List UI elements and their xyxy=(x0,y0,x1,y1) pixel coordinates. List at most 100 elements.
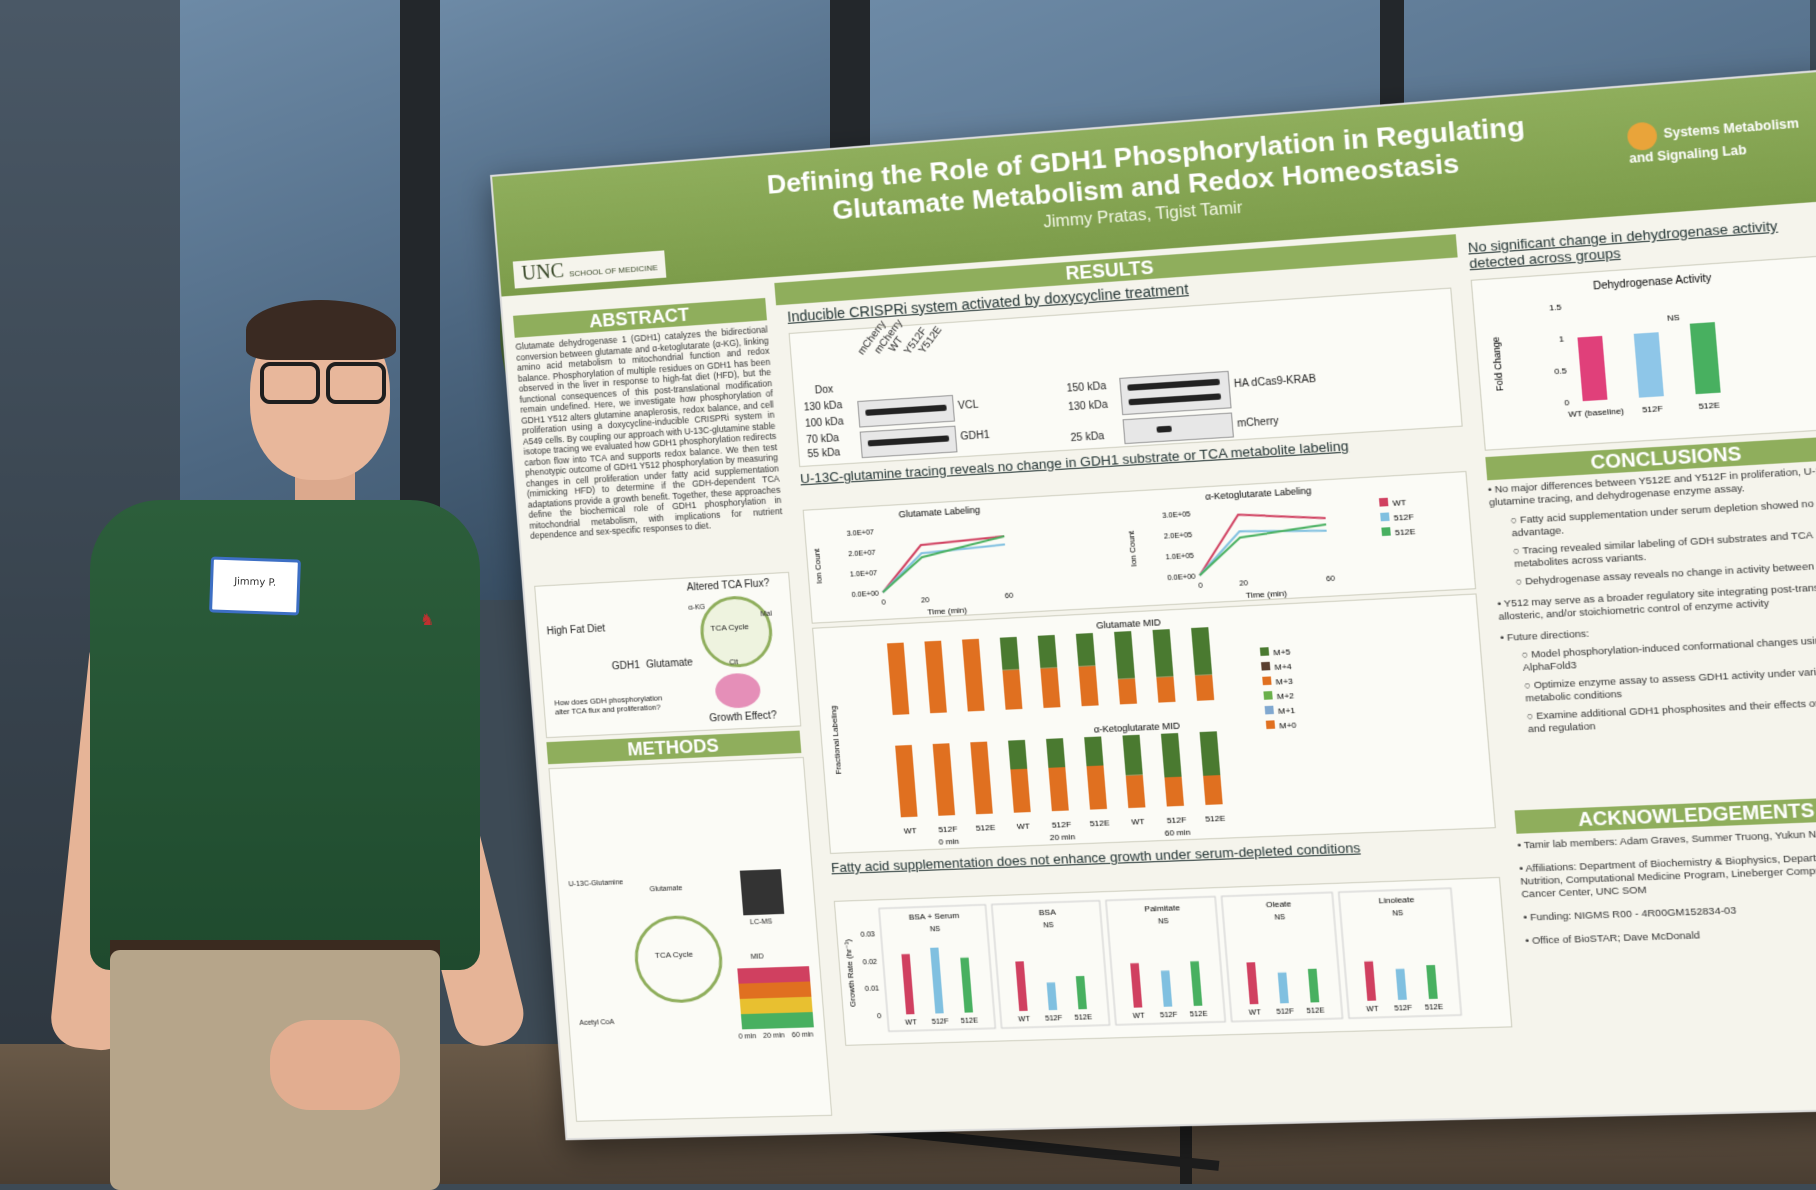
marker-label: 130 kDa xyxy=(1067,399,1109,414)
mid-charts: Glutamate MID α-Ketoglutarate MID Fraction… xyxy=(812,593,1496,854)
x-tick-label: WT xyxy=(1133,1013,1146,1021)
stacked-bar-segment xyxy=(895,744,918,818)
chart-title: Dehydrogenase Activity xyxy=(1593,273,1712,293)
y-tick-label: 1 xyxy=(1559,334,1565,344)
bar xyxy=(1246,962,1259,1005)
lcms-instrument-icon xyxy=(739,869,785,916)
marker-label: 130 kDa xyxy=(803,400,843,414)
x-tick-label: 512F xyxy=(938,824,958,834)
blot-gdh1 xyxy=(859,425,958,459)
abstract-text: Glutamate dehydrogenase 1 (GDH1) catalyz… xyxy=(515,324,783,541)
stacked-bar-segment xyxy=(1046,738,1066,768)
clasped-hands xyxy=(270,1020,400,1110)
ack-item: Affiliations: Department of Biochemistry… xyxy=(1519,851,1816,901)
akg-labeling-chart: α-Ketoglutarate Labeling Ion Count 0.0E+00… xyxy=(1126,485,1416,600)
legend-swatch xyxy=(1378,497,1389,507)
y-axis-label: Ion Count xyxy=(1126,530,1139,567)
marker-label: 25 kDa xyxy=(1070,430,1105,445)
legend-label: M+2 xyxy=(1276,691,1295,701)
methods-figure: TCA Cycle U-13C-Glutamine Glutamate Acet… xyxy=(548,756,833,1122)
y-tick-label: 1.5 xyxy=(1549,302,1563,312)
unc-logo-sub: SCHOOL OF MEDICINE xyxy=(568,263,659,279)
y-tick-label: 1.0E+07 xyxy=(850,570,878,579)
glutamine-label: U-13C-Glutamine xyxy=(568,879,624,889)
growth-rate-chart: Growth Rate (hr⁻¹) 0 0.01 0.02 0.03 BSA + Ser… xyxy=(843,878,1511,1045)
ack-item: Funding: NIGMS R00 - 4R00GM152834-03 xyxy=(1529,904,1737,924)
dox-label: Dox xyxy=(814,384,834,397)
y-tick-label: 2.0E+07 xyxy=(848,550,876,559)
y-tick-label: 0.5 xyxy=(1554,366,1568,376)
stacked-bar-segment xyxy=(924,640,947,714)
chart-title: α-Ketoglutarate MID xyxy=(1093,720,1181,734)
stacked-bar-segment xyxy=(970,741,993,815)
mal-label: Mal xyxy=(760,610,773,619)
dehydrogenase-chart: Dehydrogenase Activity Fold Change 0 0.5 1 1.… xyxy=(1490,273,1721,419)
stacked-bar-segment xyxy=(1002,669,1023,710)
growth-label: Growth Effect? xyxy=(708,710,778,725)
glutamate-labeling-chart: Glutamate Labeling Ion Count 0.0E+00 1.0E+0… xyxy=(812,505,1014,617)
blot-vcl xyxy=(857,394,956,428)
lcms-label: LC-MS xyxy=(749,918,773,927)
series-line xyxy=(879,536,1008,592)
target-label: VCL xyxy=(957,399,979,413)
y-tick-label: 3.0E+07 xyxy=(847,529,875,538)
x-tick-label: WT xyxy=(1017,821,1031,831)
legend-swatch xyxy=(1381,527,1391,537)
stacked-bar-segment xyxy=(1010,768,1031,813)
legend-swatch xyxy=(1380,512,1390,522)
x-tick-label: 512E xyxy=(1306,1007,1325,1015)
x-tick-label: 20 xyxy=(921,597,930,605)
stacked-bar-segment xyxy=(1194,674,1215,701)
y-tick-label: 0.0E+00 xyxy=(851,590,879,599)
time-label: 60 min xyxy=(791,1031,814,1040)
stacked-bar-segment xyxy=(1160,733,1182,778)
y-tick-label: 3.0E+05 xyxy=(1162,511,1191,520)
dehydrogenase-panel: Dehydrogenase Activity Fold Change 0 0.5 1 1.… xyxy=(1470,254,1816,451)
stacked-bar-segment xyxy=(1048,767,1069,812)
y-axis-label: Fractional Labeling xyxy=(829,706,844,775)
glutamate-label: Glutamate xyxy=(645,657,694,671)
stacked-bar-segment xyxy=(1040,667,1061,708)
x-tick-label: 512F xyxy=(1045,1015,1062,1023)
bar xyxy=(930,947,944,1014)
name-tag: Jimmy P. xyxy=(209,556,301,616)
panel-title: Palmitate xyxy=(1144,903,1181,914)
unc-logo-text: UNC xyxy=(520,259,565,285)
y-tick-label: 0 xyxy=(1564,398,1570,408)
series-line xyxy=(1195,510,1330,576)
methods-tca-label: TCA Cycle xyxy=(654,949,694,960)
acknowledgements-list: • Tamir lab members: Adam Graves, Summer… xyxy=(1517,826,1816,948)
target-label: GDH1 xyxy=(960,429,991,443)
legend-label: M+0 xyxy=(1279,720,1298,730)
significance-label: NS xyxy=(1667,312,1680,322)
bar xyxy=(1633,332,1664,398)
stacked-bar-segment xyxy=(1122,734,1143,776)
y-axis-label: Growth Rate (hr⁻¹) xyxy=(843,939,858,1007)
x-tick-label: 60 xyxy=(1005,593,1014,601)
y-tick-label: 0.01 xyxy=(865,986,880,994)
stacked-bar-segment xyxy=(1125,774,1146,809)
legend-label: WT xyxy=(1392,498,1407,508)
group-label: 60 min xyxy=(1164,827,1190,837)
growth-rate-charts: Growth Rate (hr⁻¹) 0 0.01 0.02 0.03 BSA + Ser… xyxy=(833,876,1513,1046)
bar xyxy=(1046,982,1058,1011)
significance-label: NS xyxy=(1392,910,1404,918)
y-tick-label: 0 xyxy=(877,1013,882,1020)
x-tick-label: WT (baseline) xyxy=(1568,406,1625,419)
bar xyxy=(1075,975,1087,1010)
significance-label: NS xyxy=(1274,914,1286,922)
x-tick-label: WT xyxy=(1018,1016,1031,1024)
x-tick-label: WT xyxy=(1249,1009,1262,1017)
bar xyxy=(960,957,974,1013)
stacked-bar-segment xyxy=(1008,739,1028,770)
blot-mcherry xyxy=(1122,412,1234,445)
cit-label: Cit xyxy=(729,659,739,667)
x-axis-label: Time (min) xyxy=(927,605,968,616)
target-label: mCherry xyxy=(1236,415,1280,430)
legend-swatch xyxy=(1265,720,1276,730)
stacked-bar-segment xyxy=(1199,731,1221,776)
significance-label: NS xyxy=(1158,918,1169,926)
legend-label: M+5 xyxy=(1273,647,1292,657)
x-tick-label: WT xyxy=(1366,1006,1379,1014)
target-label: HA dCas9-KRAB xyxy=(1233,373,1317,391)
